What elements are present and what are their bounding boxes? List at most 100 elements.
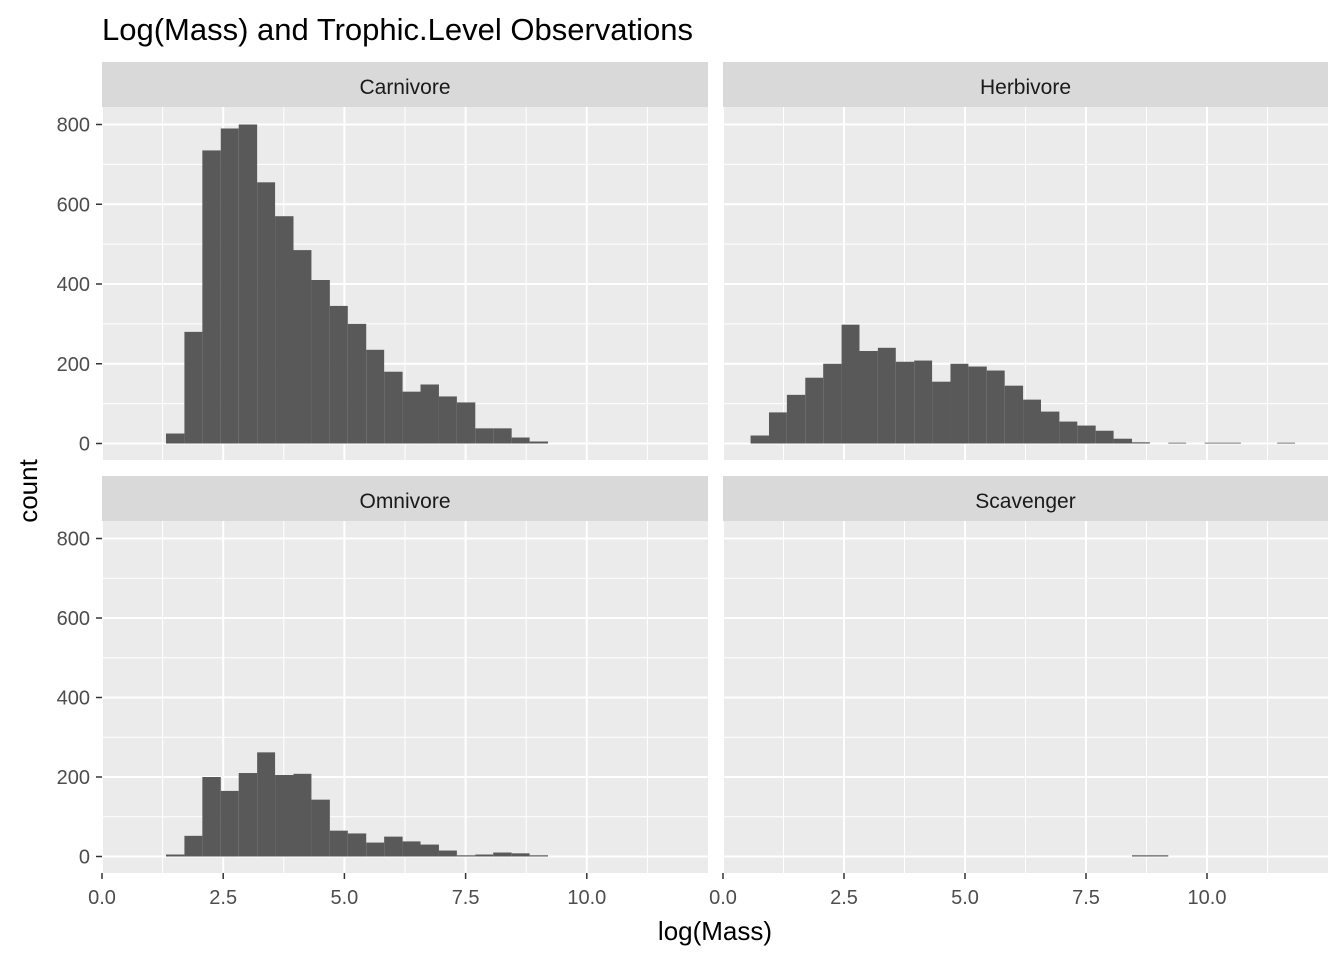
histogram-bar <box>1131 442 1150 444</box>
y-tick-label: 200 <box>57 354 90 376</box>
histogram-bar <box>184 331 203 444</box>
x-tick-label: 2.5 <box>209 887 237 909</box>
histogram-bar <box>456 855 476 857</box>
facet-strip-label: Scavenger <box>975 490 1075 513</box>
facet-panel-omnivore: Omnivore <box>101 476 708 873</box>
histogram-bar <box>932 381 951 444</box>
histogram-bar <box>402 841 421 857</box>
histogram-bar <box>275 775 294 857</box>
histogram-bar <box>384 836 403 857</box>
y-tick-label: 0 <box>79 847 90 869</box>
histogram-bar <box>1095 430 1114 444</box>
histogram-bar <box>420 384 439 444</box>
facet-strip-label: Herbivore <box>980 76 1071 99</box>
histogram-bar <box>968 366 987 444</box>
histogram-bar <box>986 370 1005 444</box>
histogram-bar <box>1113 438 1132 444</box>
axes: 0 200 400 600 800 0 200 400 600 800 0.0 2.5 5.0 7.5 10… <box>57 115 1227 910</box>
histogram-bar <box>1004 385 1024 444</box>
y-tick-label: 0 <box>79 434 90 456</box>
chart-title: Log(Mass) and Trophic.Level Observations <box>102 12 693 47</box>
histogram-bar <box>184 835 203 857</box>
histogram-bar <box>529 441 549 444</box>
facet-strip-label: Omnivore <box>359 490 450 513</box>
facet-strip <box>102 62 708 107</box>
histogram-bar <box>511 853 530 857</box>
x-axis-title: log(Mass) <box>658 916 772 946</box>
y-tick-label: 800 <box>57 529 90 551</box>
facet-strip <box>723 476 1328 521</box>
x-tick-label: 2.5 <box>830 887 858 909</box>
histogram-bar <box>456 402 476 444</box>
histogram-bar <box>257 182 276 444</box>
histogram-bar <box>1059 421 1078 444</box>
histogram-bar <box>859 350 878 444</box>
histogram-bar <box>220 128 239 444</box>
y-tick-label: 400 <box>57 274 90 296</box>
histogram-bar <box>750 435 769 444</box>
histogram-bar <box>950 363 969 444</box>
histogram-bar <box>311 280 330 444</box>
y-tick-label: 400 <box>57 688 90 710</box>
y-axis-title: count <box>13 458 43 522</box>
x-tick-label: 7.5 <box>1072 887 1100 909</box>
histogram-bar <box>238 773 258 857</box>
histogram-bar <box>293 773 312 857</box>
histogram-bar <box>493 852 512 857</box>
histogram-bar <box>1131 855 1169 857</box>
histogram-bar <box>1222 442 1241 444</box>
y-tick-label: 800 <box>57 115 90 137</box>
facet-panel-scavenger: Scavenger <box>722 476 1328 873</box>
y-tick-label: 200 <box>57 767 90 789</box>
y-tick-label: 600 <box>57 194 90 216</box>
histogram-bar <box>347 833 367 857</box>
histogram-bar <box>366 349 385 444</box>
histogram-bar <box>914 360 933 444</box>
histogram-bar <box>202 777 221 857</box>
histogram-bar <box>823 363 842 444</box>
histogram-bar <box>1204 442 1223 444</box>
histogram-bar <box>238 124 258 444</box>
facet-strip <box>723 62 1328 107</box>
histogram-bar <box>384 371 403 444</box>
histogram-bar <box>877 347 896 444</box>
x-tick-label: 0.0 <box>709 887 737 909</box>
facet-strip-label: Carnivore <box>359 76 450 99</box>
histogram-bar <box>165 854 185 857</box>
histogram-bar <box>165 433 185 444</box>
histogram-bar <box>1077 425 1096 444</box>
histogram-bar <box>275 216 294 444</box>
histogram-bar <box>493 428 512 444</box>
facet-panel-carnivore: Carnivore <box>101 62 708 460</box>
histogram-bar <box>202 150 221 444</box>
facet-panels: Carnivore Herbivore Omnivore Scavenger <box>101 62 1328 873</box>
histogram-bar <box>311 799 330 857</box>
x-tick-label: 10.0 <box>1188 887 1227 909</box>
histogram-bar <box>366 842 385 857</box>
y-tick-label: 600 <box>57 608 90 630</box>
histogram-bar <box>347 323 367 444</box>
histogram-bar <box>475 854 494 857</box>
histogram-bar <box>402 391 421 444</box>
histogram-bar <box>420 844 439 857</box>
histogram-bar <box>768 412 787 444</box>
x-tick-label: 7.5 <box>452 887 480 909</box>
histogram-bar <box>438 396 457 444</box>
histogram-bar <box>329 830 348 857</box>
histogram-bar <box>329 305 348 444</box>
histogram-bar <box>257 752 276 857</box>
facet-strip <box>102 476 708 521</box>
histogram-bar <box>220 790 239 857</box>
x-tick-label: 5.0 <box>951 887 979 909</box>
histogram-bar <box>841 324 860 444</box>
histogram-bar <box>475 428 494 444</box>
histogram-bar <box>1168 442 1187 444</box>
x-tick-label: 10.0 <box>567 887 606 909</box>
histogram-bar <box>895 361 915 444</box>
x-tick-label: 5.0 <box>330 887 358 909</box>
histogram-bar <box>529 855 549 857</box>
histogram-bar <box>293 250 312 444</box>
histogram-bar <box>786 394 806 444</box>
histogram-bar <box>511 437 530 444</box>
